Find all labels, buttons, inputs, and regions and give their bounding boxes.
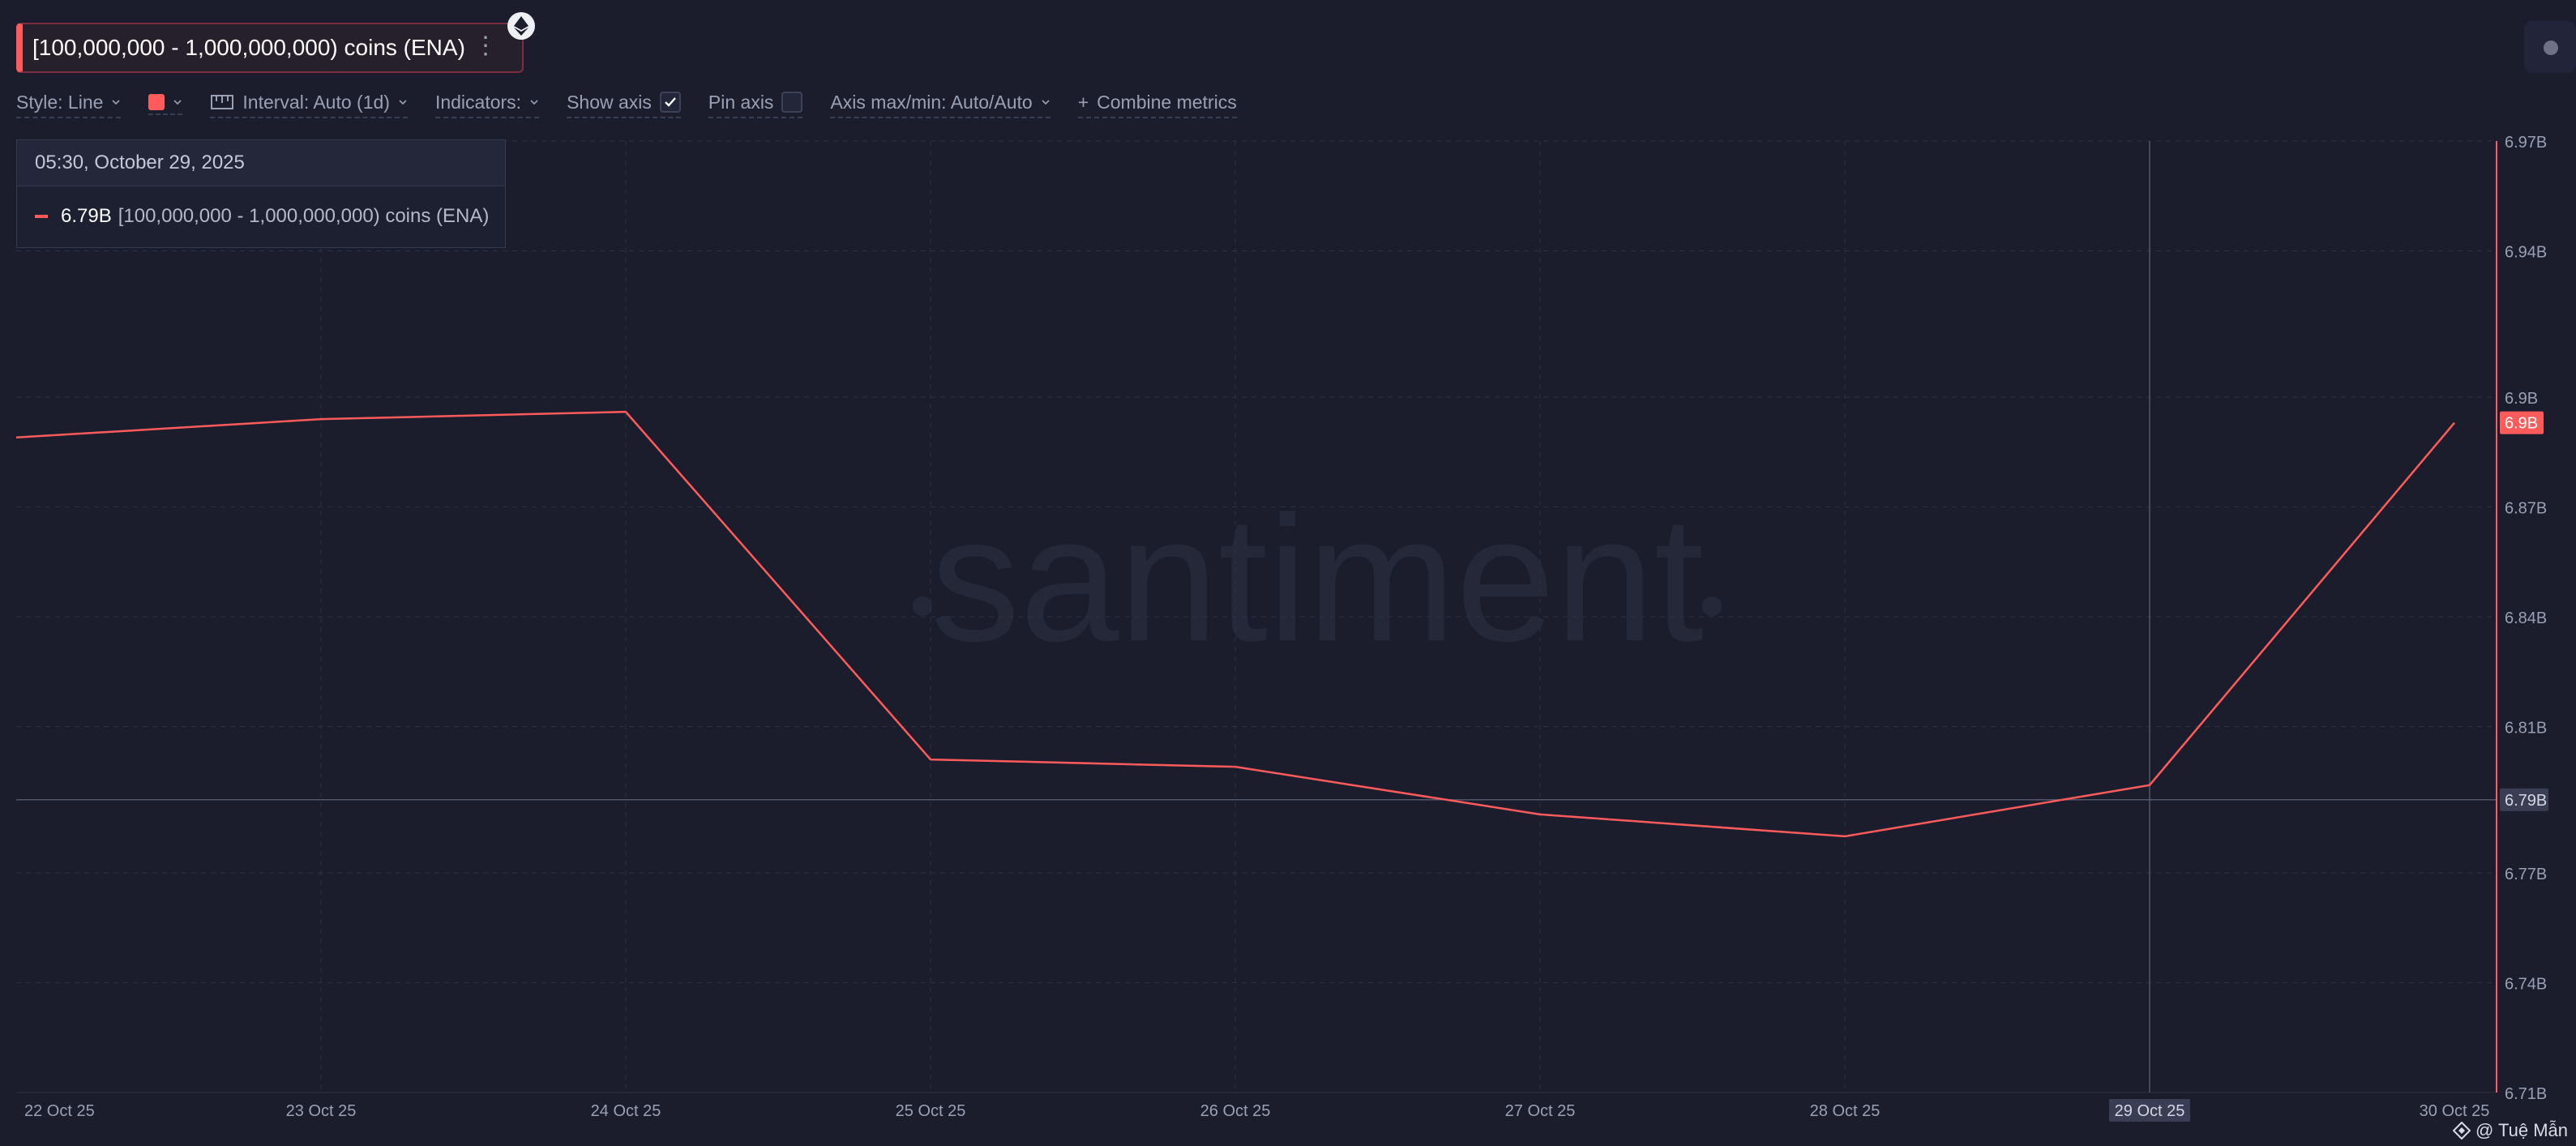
style-dropdown[interactable]: Style: Line [16,91,122,118]
chevron-down-icon [399,100,407,105]
x-tick-label: 27 Oct 25 [1505,1102,1576,1120]
axis-minmax-dropdown[interactable]: Axis max/min: Auto/Auto [830,91,1051,118]
series-color-marker [35,215,48,218]
chevron-down-icon [1042,100,1050,105]
chevron-down-icon [112,100,120,105]
indicators-dropdown[interactable]: Indicators: [434,91,540,118]
combine-metrics-button[interactable]: + Combine metrics [1077,91,1237,118]
axis-minmax-label: Axis max/min: Auto/Auto [830,91,1033,113]
x-tick-label: 30 Oct 25 [2420,1102,2490,1120]
pin-axis-checkbox[interactable] [781,92,803,113]
y-tick-label: 6.81B [2505,719,2547,737]
x-tick-label: 26 Oct 25 [1200,1102,1271,1120]
x-tick-label: 22 Oct 25 [24,1102,95,1120]
hover-tooltip: 05:30, October 29, 2025 6.79B [100,000,0… [16,139,506,248]
y-tick-label: 6.94B [2505,243,2547,261]
checkmark-icon [665,97,676,107]
show-axis-checkbox[interactable] [659,92,681,113]
y-tick-label: 6.71B [2505,1085,2547,1103]
color-dropdown[interactable] [148,94,183,115]
settings-toggle-button[interactable] [2524,21,2576,73]
metric-chip[interactable]: [100,000,000 - 1,000,000,000) coins (ENA… [16,23,524,73]
tooltip-label: [100,000,000 - 1,000,000,000) coins (ENA… [118,205,490,227]
x-tick-label: 28 Oct 25 [1810,1102,1881,1120]
y-tick-label: 6.87B [2505,500,2547,518]
metric-title: [100,000,000 - 1,000,000,000) coins (ENA… [32,35,465,60]
watermark: santiment [931,479,1704,678]
x-tick-label: 25 Oct 25 [896,1102,966,1120]
ethereum-icon [507,12,535,40]
metric-menu-button[interactable]: ⋮ [473,32,498,59]
interval-label: Interval: Auto (1d) [242,91,390,113]
indicators-label: Indicators: [434,91,522,113]
watermark-dot-right [1702,597,1722,616]
tooltip-row: 6.79B [100,000,000 - 1,000,000,000) coin… [17,186,505,246]
y-tick-label: 6.97B [2505,134,2547,152]
credit: @ Tuệ Mẫn [2452,1120,2568,1141]
interval-dropdown[interactable]: Interval: Auto (1d) [210,92,408,118]
chevron-down-icon [530,100,538,105]
x-hover-label-bg [2109,1099,2190,1122]
tooltip-value: 6.79B [61,205,112,227]
color-swatch [148,94,165,110]
pin-axis-toggle[interactable]: Pin axis [708,92,803,118]
y-tick-label: 6.84B [2505,609,2547,627]
show-axis-toggle[interactable]: Show axis [567,92,681,118]
diamond-logo-icon [2452,1122,2471,1140]
combine-metrics-label: Combine metrics [1097,91,1237,113]
chevron-down-icon [173,100,182,105]
y-tick-label: 6.77B [2505,866,2547,883]
hover-value-badge: 6.79B [2505,792,2547,810]
pin-axis-label: Pin axis [708,91,774,113]
dot-icon [2544,41,2558,55]
watermark-dot-left [913,597,932,616]
x-tick-label: 23 Oct 25 [286,1102,357,1120]
ruler-icon [211,95,234,109]
series-line [15,410,2455,838]
last-value-badge: 6.9B [2505,415,2538,433]
last-value-badge-bg [2500,411,2544,434]
credit-text: @ Tuệ Mẫn [2475,1120,2568,1140]
plus-icon: + [1077,91,1089,113]
y-tick-label: 6.74B [2505,976,2547,994]
style-label: Style: Line [16,91,104,113]
y-tick-label: 6.9B [2505,390,2538,408]
x-tick-label: 24 Oct 25 [591,1102,661,1120]
tooltip-datetime: 05:30, October 29, 2025 [17,140,505,186]
hover-value-badge-bg [2500,788,2548,811]
x-tick-label: 29 Oct 25 [2115,1102,2185,1120]
show-axis-label: Show axis [567,91,652,113]
chart-toolbar: Style: Line Interval: Auto (1d) Indicato… [16,89,1264,120]
